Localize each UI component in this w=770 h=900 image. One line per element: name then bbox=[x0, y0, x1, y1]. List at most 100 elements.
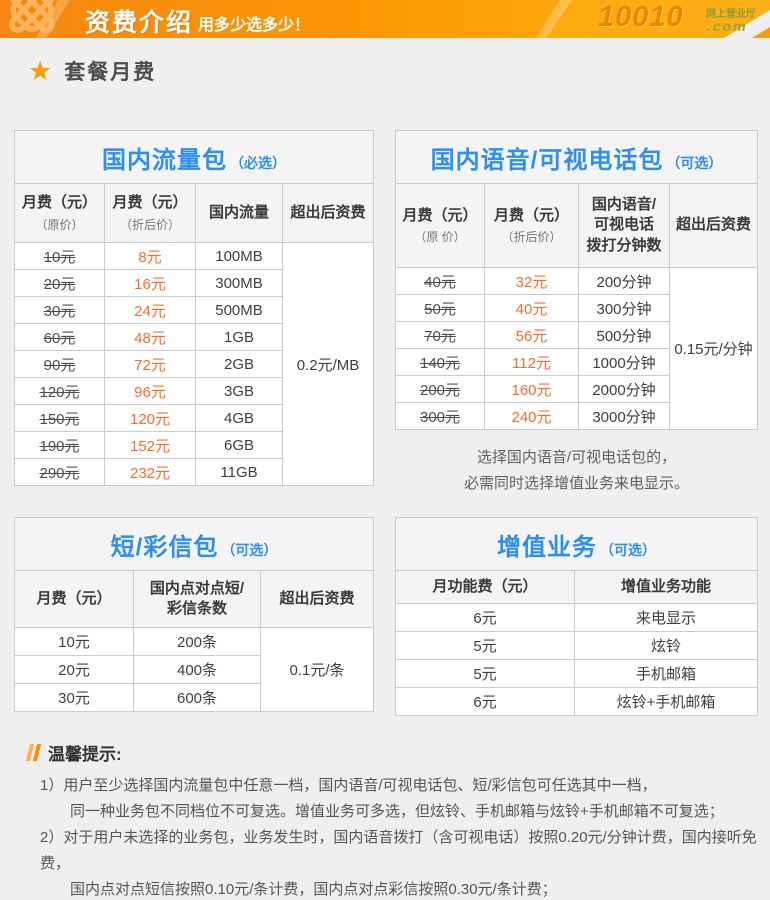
column-header: 月费（元） （折后价） bbox=[104, 183, 196, 243]
table-title-text: 增值业务 bbox=[497, 533, 597, 561]
table-title-tag: （可选） bbox=[666, 154, 723, 171]
banner-decoration bbox=[0, 0, 770, 38]
message-amount: 200条 bbox=[133, 627, 261, 656]
discount-price: 56元 bbox=[484, 321, 579, 349]
data-amount: 11GB bbox=[195, 458, 283, 486]
discount-price: 232元 bbox=[104, 458, 196, 486]
service-name: 来电显示 bbox=[574, 603, 758, 633]
page-title: 套餐月费 bbox=[64, 61, 157, 84]
discount-price: 240元 bbox=[484, 402, 579, 430]
table-row: 120元 96元 3GB bbox=[14, 377, 374, 405]
original-price: 90元 bbox=[14, 350, 105, 378]
banner-title: 资费介绍 bbox=[85, 9, 194, 37]
table-row: 20元 16元 300MB bbox=[14, 269, 374, 297]
original-price: 60元 bbox=[14, 323, 105, 351]
discount-price: 152元 bbox=[104, 431, 196, 459]
original-price: 190元 bbox=[14, 431, 105, 459]
monthly-fee: 6元 bbox=[395, 603, 575, 633]
original-price: 300元 bbox=[395, 402, 485, 430]
discount-price: 120元 bbox=[104, 404, 196, 432]
voice-package-table: 国内语音/可视电话包 （可选） 月费（元） （原 价） 月费（元） （折后价） 国内语… bbox=[395, 130, 758, 430]
discount-price: 96元 bbox=[104, 377, 196, 405]
tip-item: 2）对于用户未选择的业务包，业务发生时，国内语音拨打（含可视电话）按照0.20元… bbox=[40, 829, 757, 898]
message-amount: 600条 bbox=[133, 683, 261, 712]
column-header: 超出后资费 bbox=[282, 183, 374, 243]
data-amount: 500MB bbox=[195, 296, 283, 324]
table-title-text: 国内语音/可视电话包 bbox=[430, 146, 664, 174]
minutes-amount: 300分钟 bbox=[578, 294, 670, 322]
discount-price: 16元 bbox=[104, 269, 196, 297]
table-title: 短/彩信包 （可选） bbox=[14, 517, 374, 571]
column-header: 超出后资费 bbox=[260, 570, 374, 628]
column-header: 国内流量 bbox=[195, 183, 283, 243]
table-row: 30元 24元 500MB bbox=[14, 296, 374, 324]
original-price: 40元 bbox=[395, 267, 485, 295]
column-header: 月费（元） （原价） bbox=[14, 183, 105, 243]
original-price: 10元 bbox=[14, 242, 105, 270]
monthly-fee: 5元 bbox=[395, 659, 575, 689]
data-amount: 100MB bbox=[195, 242, 283, 270]
data-package-table: 国内流量包 （必选） 月费（元） （原价） 月费（元） （折后价） 国内流量 超出后资… bbox=[14, 130, 374, 486]
star-icon: ★ bbox=[28, 55, 53, 86]
discount-price: 40元 bbox=[484, 294, 579, 322]
table-title-tag: （必选） bbox=[230, 154, 286, 171]
value-added-table: 增值业务 （可选） 月功能费（元） 增值业务功能 6元 来电显示 5元 炫铃 5元 手机… bbox=[395, 517, 758, 717]
table-title-text: 国内流量包 bbox=[102, 146, 227, 174]
discount-price: 8元 bbox=[104, 242, 196, 270]
discount-price: 48元 bbox=[104, 323, 196, 351]
table-row: 70元 56元 500分钟 bbox=[395, 321, 758, 349]
service-name: 炫铃 bbox=[574, 631, 758, 661]
brand-tagline: 网上营业厅 bbox=[706, 9, 756, 20]
table-row: 6元 炫铃+手机邮箱 bbox=[395, 687, 758, 717]
original-price: 290元 bbox=[14, 458, 105, 486]
table-row: 10元 200条 0.1元/条 bbox=[14, 627, 374, 712]
column-header: 增值业务功能 bbox=[574, 569, 758, 605]
column-header: 月费（元） （折后价） bbox=[484, 183, 579, 268]
table-row: 5元 手机邮箱 bbox=[395, 659, 758, 689]
original-price: 20元 bbox=[14, 269, 105, 297]
overage-rate: 0.1元/条 bbox=[260, 627, 374, 712]
data-amount: 4GB bbox=[195, 404, 283, 432]
data-package-panel: 国内流量包 （必选） 月费（元） （原价） 月费（元） （折后价） 国内流量 超出后资… bbox=[14, 130, 374, 486]
header-row: 月费（元） （原 价） 月费（元） （折后价） 国内语音/ 可视电话 拨打分钟数 超… bbox=[395, 183, 758, 268]
minutes-amount: 200分钟 bbox=[578, 267, 670, 295]
column-header: 国内语音/ 可视电话 拨打分钟数 bbox=[578, 183, 670, 268]
monthly-fee: 5元 bbox=[395, 631, 575, 661]
data-amount: 300MB bbox=[195, 269, 283, 297]
table-row: 10元 8元 100MB 0.2元/MB bbox=[14, 242, 374, 486]
header-row: 月功能费（元） 增值业务功能 bbox=[395, 569, 758, 605]
header-row: 月费（元） （原价） 月费（元） （折后价） 国内流量 超出后资费 bbox=[14, 183, 374, 243]
voice-package-note: 选择国内语音/可视电话包的， 必需同时选择增值业务来电显示。 bbox=[395, 445, 758, 497]
data-amount: 6GB bbox=[195, 431, 283, 459]
monthly-fee: 20元 bbox=[14, 655, 134, 684]
service-name: 手机邮箱 bbox=[574, 659, 758, 689]
discount-price: 112元 bbox=[484, 348, 579, 376]
brand-dotcom: .com bbox=[707, 18, 748, 34]
discount-price: 72元 bbox=[104, 350, 196, 378]
minutes-amount: 2000分钟 bbox=[578, 375, 670, 403]
sms-package-panel: 短/彩信包 （可选） 月费（元） 国内点对点短/ 彩信条数 超出后资费 10元 2… bbox=[14, 517, 374, 712]
data-amount: 3GB bbox=[195, 377, 283, 405]
column-header: 月费（元） （原 价） bbox=[395, 183, 485, 268]
minutes-amount: 3000分钟 bbox=[578, 402, 670, 430]
column-header: 超出后资费 bbox=[669, 183, 758, 268]
sms-package-table: 短/彩信包 （可选） 月费（元） 国内点对点短/ 彩信条数 超出后资费 10元 2… bbox=[14, 517, 374, 712]
table-row: 90元 72元 2GB bbox=[14, 350, 374, 378]
discount-price: 160元 bbox=[484, 375, 579, 403]
monthly-fee: 6元 bbox=[395, 687, 575, 717]
original-price: 50元 bbox=[395, 294, 485, 322]
service-name: 炫铃+手机邮箱 bbox=[574, 687, 758, 717]
table-row: 5元 炫铃 bbox=[395, 631, 758, 661]
overage-rate: 0.15元/分钟 bbox=[669, 267, 758, 430]
unicom-logo-icon bbox=[9, 0, 55, 33]
column-header: 国内点对点短/ 彩信条数 bbox=[133, 570, 261, 628]
monthly-fee: 30元 bbox=[14, 683, 134, 712]
table-row: 300元 240元 3000分钟 bbox=[395, 402, 758, 430]
original-price: 120元 bbox=[14, 377, 105, 405]
value-added-panel: 增值业务 （可选） 月功能费（元） 增值业务功能 6元 来电显示 5元 炫铃 5元 手机… bbox=[395, 517, 758, 717]
table-row: 190元 152元 6GB bbox=[14, 431, 374, 459]
tips-marker-icon bbox=[25, 744, 42, 761]
original-price: 200元 bbox=[395, 375, 485, 403]
discount-price: 32元 bbox=[484, 267, 579, 295]
original-price: 30元 bbox=[14, 296, 105, 324]
